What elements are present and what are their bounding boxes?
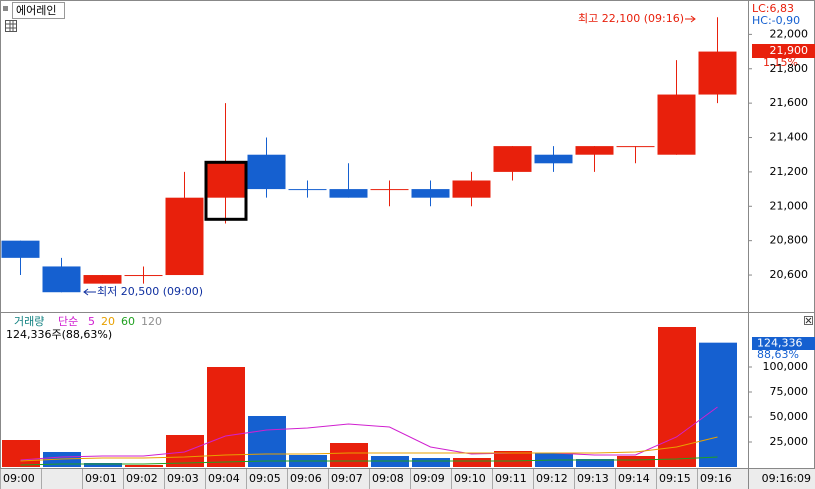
x-tick-label: 09:12 (536, 472, 568, 485)
x-tick-label: 09:05 (249, 472, 281, 485)
cursor-time: 09:16:09 (762, 472, 811, 485)
change-rate: 1.15% (763, 56, 798, 69)
y-tick-label: 20,600 (770, 268, 809, 281)
x-axis-bar (0, 469, 815, 489)
last-price-box (752, 44, 815, 58)
table-icon[interactable] (5, 20, 17, 32)
last-volume: 124,336 (757, 337, 803, 350)
selection-box (204, 160, 248, 221)
x-tick-label: 09:15 (659, 472, 691, 485)
candle-body (411, 189, 450, 198)
high-arrow (685, 15, 696, 23)
low-arrow (83, 288, 96, 296)
volume-title: 거래량 (14, 315, 44, 328)
candle-body (698, 51, 737, 95)
title-box (12, 2, 65, 19)
x-tick-label: 09:16 (700, 472, 732, 485)
candle-body (124, 275, 163, 277)
candle-body (165, 197, 204, 276)
hc-label: HC:-0,90 (752, 14, 800, 27)
volume-bar (699, 342, 737, 467)
candle-body (247, 154, 286, 190)
x-tick-label: 09:01 (85, 472, 117, 485)
ma-line (20, 436, 718, 462)
x-tick-label: 09:07 (331, 472, 363, 485)
legend-entry: 20 (101, 315, 115, 328)
volume-bar (576, 459, 614, 467)
ma-line (20, 406, 718, 461)
x-tick-label: 09:09 (413, 472, 445, 485)
legend-entry: 60 (121, 315, 135, 328)
y-tick-label: 100,000 (763, 360, 809, 373)
candle-body (42, 266, 81, 293)
candle-body (83, 275, 122, 284)
volume-bar (166, 435, 204, 467)
volume-bar (453, 458, 491, 467)
low-annotation: 최저 20,500 (09:00) (97, 285, 203, 298)
lc-label: LC:6,83 (752, 2, 794, 15)
x-tick-label: 09:10 (454, 472, 486, 485)
x-tick-label: 09:13 (577, 472, 609, 485)
x-tick-label: 09:08 (372, 472, 404, 485)
close-icon (805, 317, 812, 324)
volume-ratio: 88,63% (757, 348, 799, 361)
ma-line (20, 456, 718, 466)
volume-bar (658, 327, 696, 467)
stock-name: 에어레인 (16, 4, 56, 17)
y-tick-label: 20,800 (770, 234, 809, 247)
volume-bar (412, 458, 450, 467)
y-tick-label: 25,000 (770, 435, 809, 448)
candle-body (1, 240, 40, 258)
legend-entry: 5 (88, 315, 95, 328)
candle-body (288, 189, 327, 191)
x-tick-label: 09:03 (167, 472, 199, 485)
last-price: 21,900 (770, 44, 809, 57)
y-tick-label: 22,000 (770, 27, 809, 40)
title-icon (3, 6, 8, 11)
y-tick-label: 21,400 (770, 131, 809, 144)
candle-body (616, 146, 655, 148)
candle-body (575, 146, 614, 155)
high-annotation: 최고 22,100 (09:16) (578, 12, 684, 25)
candle-body (206, 163, 245, 198)
volume-bar (207, 367, 245, 467)
volume-bar (494, 451, 532, 467)
candle-body (493, 146, 532, 172)
y-tick-label: 21,600 (770, 96, 809, 109)
y-tick-label: 21,800 (770, 62, 809, 75)
candle-body (657, 94, 696, 155)
x-tick-label: 09:11 (495, 472, 527, 485)
ma-type: 단순 (58, 315, 78, 328)
candle-body (370, 189, 409, 191)
volume-bar (617, 456, 655, 467)
y-tick-label: 21,000 (770, 199, 809, 212)
x-tick-label: 09:02 (126, 472, 158, 485)
volume-bar (125, 465, 163, 467)
x-tick-label: 09:00 (3, 472, 35, 485)
candle-body (329, 189, 368, 198)
y-tick-label: 21,200 (770, 165, 809, 178)
y-tick-label: 50,000 (770, 410, 809, 423)
x-tick-label: 09:14 (618, 472, 650, 485)
volume-bar (2, 440, 40, 467)
x-tick-label: 09:06 (290, 472, 322, 485)
candle-body (534, 154, 573, 164)
volume-bar (330, 443, 368, 467)
table-icon-grid (6, 21, 16, 31)
volume-info: 124,336주(88,63%) (6, 328, 112, 341)
volume-bar (43, 452, 81, 467)
legend-entry: 120 (141, 315, 162, 328)
last-volume-box (752, 337, 815, 350)
y-tick-label: 75,000 (770, 385, 809, 398)
volume-bar (248, 416, 286, 467)
volume-bar (84, 463, 122, 467)
x-tick-label: 09:04 (208, 472, 240, 485)
candle-body (452, 180, 491, 198)
